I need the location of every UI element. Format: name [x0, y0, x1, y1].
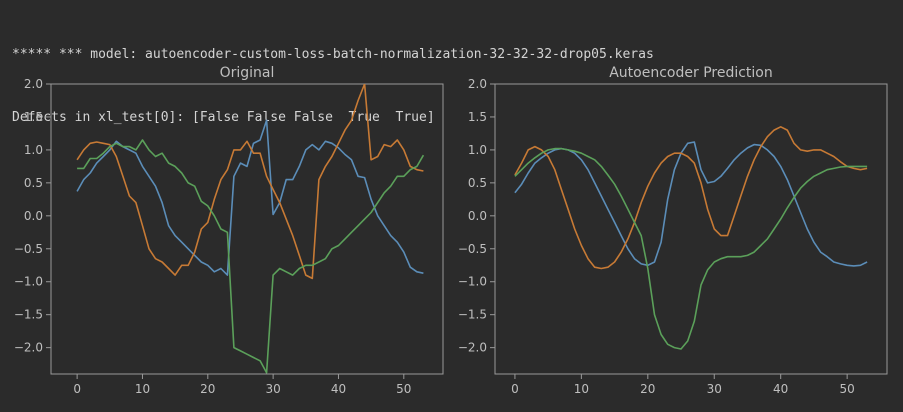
y-tick-label: 0.0 — [24, 209, 43, 223]
y-tick-label: 0.0 — [468, 209, 487, 223]
series-line-0 — [76, 119, 424, 276]
series-line-1 — [514, 126, 868, 270]
console-defects-line: Defects in xl_test[0]: [False False Fals… — [12, 110, 435, 125]
x-tick-label: 10 — [135, 382, 150, 396]
x-tick-label: 50 — [396, 382, 411, 396]
x-tick-label: 20 — [200, 382, 215, 396]
y-tick-label: 1.5 — [468, 110, 487, 124]
x-tick-label: 30 — [265, 382, 280, 396]
y-tick-label: −2.0 — [14, 341, 43, 355]
x-tick-label: 40 — [331, 382, 346, 396]
x-tick-label: 30 — [707, 382, 722, 396]
axes-frame — [50, 83, 444, 375]
console-output: ***** *** model: autoencoder-custom-loss… — [12, 2, 654, 149]
y-tick-label: −1.0 — [14, 275, 43, 289]
y-tick-label: −0.5 — [14, 242, 43, 256]
axes-frame — [494, 83, 888, 375]
x-tick-label: 40 — [773, 382, 788, 396]
console-model-line: ***** *** model: autoencoder-custom-loss… — [12, 47, 654, 62]
y-tick-label: −1.5 — [14, 308, 43, 322]
y-tick-label: 2.0 — [24, 77, 43, 91]
y-tick-label: −1.0 — [458, 275, 487, 289]
x-tick-label: 50 — [839, 382, 854, 396]
x-tick-label: 10 — [574, 382, 589, 396]
chart-panel-1: Autoencoder Prediction 2.0 1.5 1.0 0.5 0.0 −0.… — [458, 65, 888, 396]
y-tick-label: 0.5 — [468, 176, 487, 190]
series-line-2 — [514, 147, 868, 350]
y-tick-label: 0.5 — [24, 176, 43, 190]
series-line-1 — [76, 84, 424, 280]
y-tick-label: 2.0 — [468, 77, 487, 91]
x-tick-label: 0 — [511, 382, 519, 396]
y-tick-label: 1.0 — [468, 143, 487, 157]
series-line-2 — [77, 139, 425, 374]
chart-title: Autoencoder Prediction — [609, 65, 773, 81]
series-line-0 — [514, 141, 868, 267]
x-tick-label: 0 — [73, 382, 81, 396]
y-tick-label: −2.0 — [458, 341, 487, 355]
y-tick-label: 1.5 — [24, 110, 43, 124]
chart-title: Original — [220, 65, 275, 81]
x-tick-label: 20 — [640, 382, 655, 396]
y-tick-label: −0.5 — [458, 242, 487, 256]
chart-panel-0: Original 2.0 1.5 1.0 0.5 0.0 −0.5 −1.0 −1.5 −2.0 0… — [14, 65, 444, 396]
y-tick-label: 1.0 — [24, 143, 43, 157]
y-tick-label: −1.5 — [458, 308, 487, 322]
